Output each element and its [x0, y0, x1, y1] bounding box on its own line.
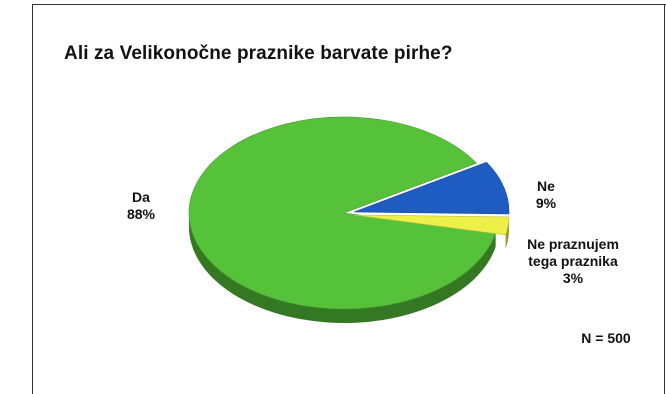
slice-value-ne: 9% [535, 195, 557, 211]
pie-slice-ne-praznujem-side [505, 216, 509, 249]
slice-value-da: 88% [126, 206, 156, 222]
pie-slice-ne [353, 161, 510, 215]
chart-frame-top-border [32, 4, 666, 5]
slice-name-da: Da [132, 189, 150, 205]
slice-value-ne-praznujem: 3% [562, 270, 584, 286]
slice-label-ne-praznujem: Ne praznujem tega praznika 3% [514, 236, 632, 287]
slice-name-ne-praznujem-line2: tega praznika [528, 253, 618, 269]
pie-slice-ne-praznujem [353, 214, 510, 236]
sample-size-note: N = 500 [581, 330, 631, 346]
slice-name-ne-praznujem-line1: Ne praznujem [527, 236, 619, 252]
slice-label-ne: Ne 9% [526, 178, 566, 212]
chart-frame-right-border [664, 4, 665, 394]
slice-label-da: Da 88% [118, 189, 164, 223]
slice-name-ne: Ne [537, 178, 555, 194]
chart-frame-left-border [32, 4, 33, 394]
chart-title: Ali za Velikonočne praznike barvate pirh… [64, 43, 453, 64]
pie-slice-da [188, 116, 497, 310]
